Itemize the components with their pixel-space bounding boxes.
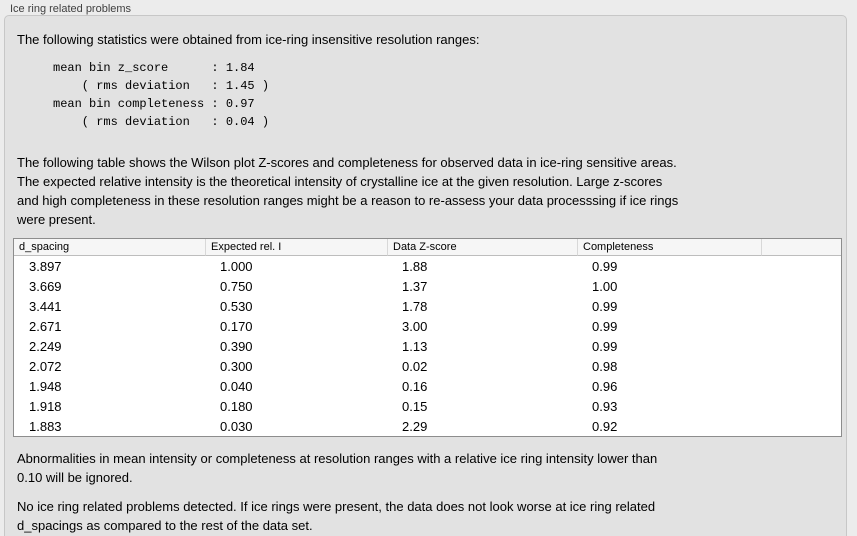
column-header-expected-rel-i[interactable]: Expected rel. I — [205, 239, 387, 256]
intro-text: The following statistics were obtained f… — [17, 32, 480, 47]
table-cell: 0.93 — [592, 398, 618, 414]
table-cell: 1.948 — [29, 378, 62, 394]
table-cell: 1.13 — [402, 338, 428, 354]
column-header-completeness[interactable]: Completeness — [577, 239, 761, 256]
table-body: 3.897 1.000 1.88 0.99 3.669 0.750 1.37 1.00 3.44… — [14, 256, 841, 436]
groupbox-title: Ice ring related problems — [10, 3, 132, 15]
table-cell: 0.96 — [592, 378, 618, 394]
table-cell: 2.072 — [29, 358, 62, 374]
note-result: No ice ring related problems detected. I… — [17, 499, 656, 533]
table-cell: 0.530 — [220, 298, 253, 314]
table-row[interactable]: 1.918 0.180 0.15 0.93 — [14, 396, 841, 416]
table-cell-empty — [761, 276, 841, 296]
note-ignore-threshold: Abnormalities in mean intensity or compl… — [17, 451, 658, 485]
table-cell-empty — [761, 296, 841, 316]
table-cell: 0.170 — [220, 318, 253, 334]
table-cell: 0.99 — [592, 338, 618, 354]
table-cell: 0.92 — [592, 418, 618, 434]
ice-ring-table: d_spacing Expected rel. I Data Z-score C… — [13, 238, 842, 437]
table-row[interactable]: 1.948 0.040 0.16 0.96 — [14, 376, 841, 396]
table-row[interactable]: 2.072 0.300 0.02 0.98 — [14, 356, 841, 376]
table-cell: 2.671 — [29, 318, 62, 334]
table-cell: 0.390 — [220, 338, 253, 354]
column-header-d-spacing[interactable]: d_spacing — [14, 239, 205, 256]
table-cell: 1.00 — [592, 278, 618, 294]
table-header: d_spacing Expected rel. I Data Z-score C… — [14, 239, 841, 256]
table-cell: 3.441 — [29, 298, 62, 314]
table-row[interactable]: 2.671 0.170 3.00 0.99 — [14, 316, 841, 336]
table-row[interactable]: 1.883 0.030 2.29 0.92 — [14, 416, 841, 436]
table-cell: 0.99 — [592, 258, 618, 274]
table-cell: 0.750 — [220, 278, 253, 294]
table-cell-empty — [761, 416, 841, 436]
column-header-data-z-score[interactable]: Data Z-score — [387, 239, 577, 256]
table-cell: 3.669 — [29, 278, 62, 294]
table-cell-empty — [761, 396, 841, 416]
table-cell: 3.897 — [29, 258, 62, 274]
table-cell: 0.030 — [220, 418, 253, 434]
table-cell: 2.249 — [29, 338, 62, 354]
table-cell: 0.99 — [592, 298, 618, 314]
ice-ring-panel: The following statistics were obtained f… — [4, 15, 847, 536]
table-row[interactable]: 3.669 0.750 1.37 1.00 — [14, 276, 841, 296]
table-cell-empty — [761, 316, 841, 336]
table-cell: 2.29 — [402, 418, 428, 434]
table-cell: 1.78 — [402, 298, 428, 314]
table-cell: 0.98 — [592, 358, 618, 374]
table-cell-empty — [761, 336, 841, 356]
table-row[interactable]: 2.249 0.390 1.13 0.99 — [14, 336, 841, 356]
table-cell: 1.37 — [402, 278, 428, 294]
table-cell: 1.883 — [29, 418, 62, 434]
table-row[interactable]: 3.897 1.000 1.88 0.99 — [14, 256, 841, 276]
table-cell: 1.918 — [29, 398, 62, 414]
table-cell: 0.15 — [402, 398, 428, 414]
table-row[interactable]: 3.441 0.530 1.78 0.99 — [14, 296, 841, 316]
stats-block: mean bin z_score : 1.84 ( rms deviation … — [53, 61, 270, 129]
table-cell: 0.16 — [402, 378, 428, 394]
column-header-empty — [761, 239, 841, 256]
table-cell-empty — [761, 376, 841, 396]
table-cell: 0.99 — [592, 318, 618, 334]
table-cell: 0.02 — [402, 358, 428, 374]
table-cell: 0.040 — [220, 378, 253, 394]
description-text: The following table shows the Wilson plo… — [17, 155, 679, 227]
table-cell-empty — [761, 256, 841, 276]
table-cell: 0.300 — [220, 358, 253, 374]
table-cell-empty — [761, 356, 841, 376]
table-cell: 1.000 — [220, 258, 253, 274]
table-cell: 0.180 — [220, 398, 253, 414]
table-cell: 1.88 — [402, 258, 428, 274]
table-cell: 3.00 — [402, 318, 428, 334]
